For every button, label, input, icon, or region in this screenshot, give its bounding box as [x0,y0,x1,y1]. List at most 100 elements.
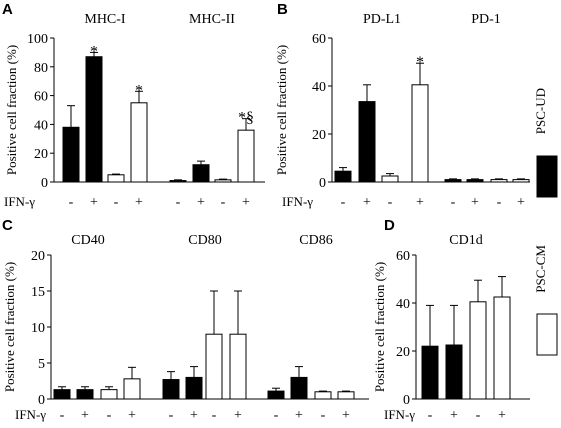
panel-c-bar [314,391,332,400]
panel-d-y-axis-label: Positive cell fraction (%) [372,262,387,392]
panel-b-treatment-label: IFN-γ [282,194,313,209]
panel-d-condition-label: - [428,408,433,423]
panel-a-y-tick-label: 40 [34,118,48,133]
panel-c-bar [229,333,247,400]
panel-a-group-label: MHC-II [189,12,235,27]
panel-c-group-label: CD40 [71,233,104,248]
panel-d-group-label: CD1d [449,233,482,248]
panel-c-condition-label: - [212,408,217,423]
panel-a-condition-label: + [197,195,205,210]
panel-a-y-tick-label: 80 [34,61,48,76]
panel-b-bar [512,179,530,183]
panel-a-group-label: MHC-I [84,12,126,27]
panel-d-y-tick-label: 40 [396,297,410,312]
panel-b-y-tick-label: 60 [312,32,326,47]
panel-a-significance-mark: * [90,43,98,60]
panel-c-condition-label: + [342,408,350,423]
panel-d-condition-label: + [498,408,506,423]
panel-a-condition-label: - [114,195,119,210]
panel-a-condition-label: - [176,195,181,210]
panel-c-condition-label: + [81,408,89,423]
panel-c-condition-label: + [190,408,198,423]
panel-a-bar [130,102,148,183]
panel-b-y-axis-label: Positive cell fraction (%) [274,45,289,175]
panel-b-condition-label: + [517,195,525,210]
panel-b-condition-label: - [451,195,456,210]
panel-c-y-tick-label: 10 [31,321,45,336]
legend-swatch-psc-cm [536,313,558,356]
panel-c-y-tick-label: 15 [31,285,45,300]
panel-b-condition-label: - [388,195,393,210]
panel-d-condition-label: + [450,408,458,423]
panel-d-bar [493,296,511,400]
panel-d-y-tick-label: 0 [403,393,410,408]
panel-c-condition-label: - [274,408,279,423]
panel-c-condition-label: + [128,408,136,423]
panel-a-bar [237,129,255,183]
panel-b-condition-label: + [416,195,424,210]
panel-a-y-axis-label: Positive cell fraction (%) [4,45,19,175]
panel-a-group: 0 20 40 60 80 100 Positive cell fraction (%) IF… [4,12,265,210]
panel-c-condition-label: - [107,408,112,423]
panel-c-bar [123,378,141,400]
panel-a-bar [169,180,187,183]
panel-c-group: 0 5 10 15 20 Positive cell fraction (%) IFN-γ C… [2,233,369,423]
panel-b-bar [444,179,462,183]
panel-c-bar [337,391,355,400]
panel-c-condition-label: + [295,408,303,423]
panel-b-y-tick-label: 0 [319,176,326,191]
panel-c-condition-label: - [60,408,65,423]
panel-a-significance-mark: *§ [238,110,254,127]
panel-c-y-axis-label: Positive cell fraction (%) [2,262,17,392]
panel-b-y-tick-label: 20 [312,128,326,143]
panel-d-y-tick-label: 20 [396,345,410,360]
panel-a-bar [85,56,103,183]
panel-letter-a: A [2,1,13,18]
panel-b-group: 0 20 40 60 Positive cell fraction (%) IFN-γ PD… [274,12,530,210]
panel-b-group-label: PD-1 [471,12,501,27]
panel-c-bar [205,333,223,400]
panel-c-bar [185,376,203,400]
panel-a-y-tick-label: 100 [27,32,48,47]
panel-a-condition-label: - [221,195,226,210]
panel-c-bar [290,376,308,400]
panel-d-bar [421,345,439,400]
panel-c-condition-label: - [169,408,174,423]
panel-letter-d: D [384,217,395,234]
legend: PSC-UD PSC-CM [533,88,558,356]
panel-a-condition-label: + [90,195,98,210]
panel-d-condition-label: - [476,408,481,423]
panel-b-y-tick-label: 40 [312,80,326,95]
panel-c-y-tick-label: 20 [31,249,45,264]
panel-b-significance-mark: * [416,54,424,71]
panel-a-bar [62,126,80,183]
panel-c-bar [76,389,94,400]
panel-b-condition-label: - [497,195,502,210]
panel-c-bar [100,389,118,400]
panel-a-bar [214,179,232,183]
panel-b-bar [358,101,376,183]
panel-b-condition-label: + [471,195,479,210]
panel-c-y-tick-label: 5 [38,357,45,372]
panel-d-y-tick-label: 60 [396,249,410,264]
panel-a-y-tick-label: 0 [41,176,48,191]
panel-a-bar [107,174,125,183]
panel-b-bar [334,170,352,183]
panel-b-bar [466,179,484,183]
panel-b-condition-label: + [363,195,371,210]
panel-b-condition-label: - [341,195,346,210]
panel-d-treatment-label: IFN-γ [384,407,415,422]
panel-a-bar [192,164,210,183]
panel-a-treatment-label: IFN-γ [4,194,35,209]
panel-c-bar [162,379,180,400]
legend-label-psc-cm: PSC-CM [533,245,548,293]
panel-c-treatment-label: IFN-γ [15,407,46,422]
panel-b-group-label: PD-L1 [363,12,401,27]
panel-a-condition-label: - [69,195,74,210]
panel-a-condition-label: + [242,195,250,210]
panel-a-condition-label: + [135,195,143,210]
panel-d-bar [469,301,487,400]
panel-d-group: 0 20 40 60 Positive cell fraction (%) IFN-γ CD… [372,233,530,423]
legend-label-psc-ud: PSC-UD [533,88,548,134]
